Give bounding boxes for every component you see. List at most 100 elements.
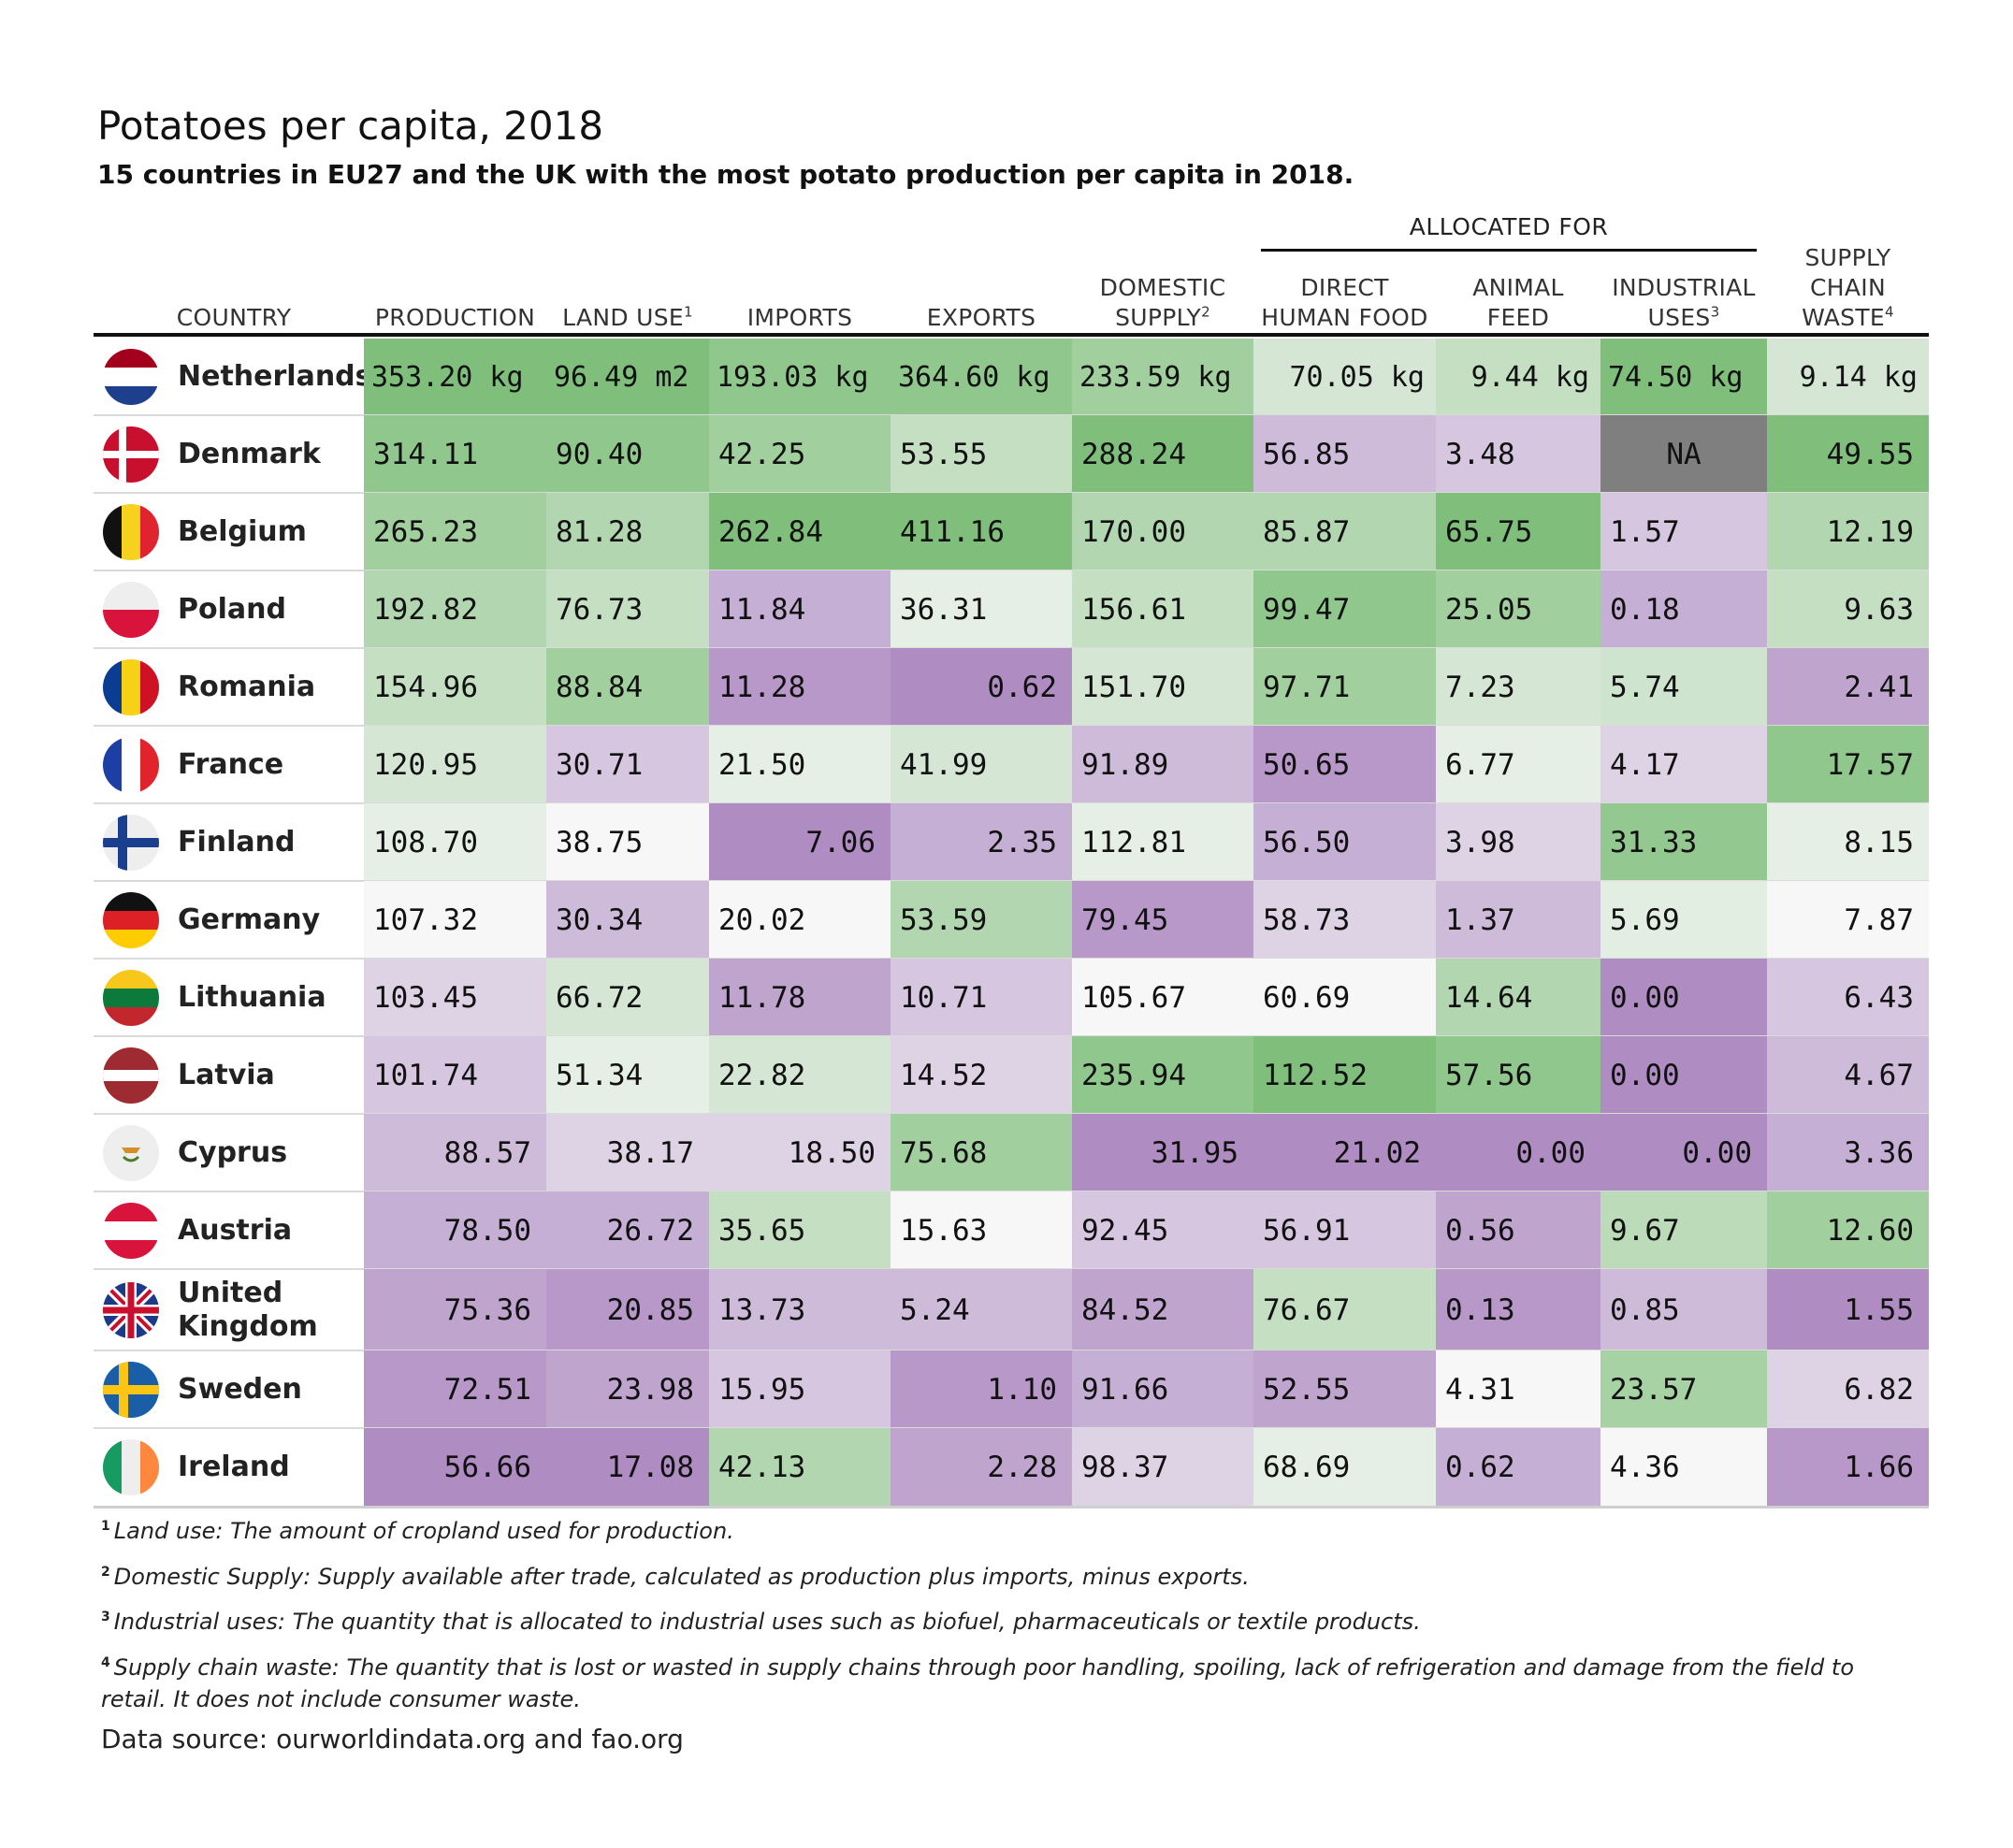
header-direct-human-food: DIRECT HUMAN FOOD bbox=[1261, 274, 1428, 331]
country-name: Germany bbox=[178, 902, 321, 936]
country-name: Denmark bbox=[178, 437, 321, 470]
cell-domestic-supply: 112.81 bbox=[1072, 803, 1253, 881]
cell-imports: 42.25 bbox=[709, 415, 891, 493]
cell-direct-human-food: 97.71 bbox=[1253, 648, 1436, 726]
country-name: Latvia bbox=[178, 1058, 275, 1091]
cell-supply-chain-waste: 9.63 bbox=[1767, 570, 1929, 648]
footnote-3: 3 Industrial uses: The quantity that is a… bbox=[101, 1601, 1906, 1638]
cell-animal-feed: 65.75 bbox=[1436, 493, 1600, 570]
cell-industrial-uses: 0.00 bbox=[1600, 959, 1767, 1036]
cell-domestic-supply: 91.66 bbox=[1072, 1350, 1253, 1428]
cell-land-use: 51.34 bbox=[546, 1036, 709, 1114]
cell-exports: 75.68 bbox=[891, 1114, 1072, 1191]
cell-industrial-uses: 5.74 bbox=[1600, 648, 1767, 726]
cell-exports: 15.63 bbox=[891, 1191, 1072, 1269]
cell-production: 120.95 bbox=[364, 726, 546, 803]
flag-finland-icon bbox=[103, 814, 159, 871]
cell-production: 314.11 bbox=[364, 415, 546, 493]
footnote-mark: 2 bbox=[101, 1565, 110, 1580]
cell-animal-feed: 25.05 bbox=[1436, 570, 1600, 648]
footnote-4: 4 Supply chain waste: The quantity that i… bbox=[101, 1647, 1906, 1715]
cell-animal-feed: 9.44 kg bbox=[1436, 339, 1600, 415]
cell-industrial-uses: 5.69 bbox=[1600, 881, 1767, 959]
flag-sweden-icon bbox=[103, 1361, 159, 1418]
cell-production: 154.96 bbox=[364, 648, 546, 726]
cell-exports: 14.52 bbox=[891, 1036, 1072, 1114]
country-name: Netherlands bbox=[178, 360, 372, 393]
country-name: Sweden bbox=[178, 1372, 302, 1406]
cell-land-use: 38.17 bbox=[546, 1114, 709, 1191]
cell-animal-feed: 7.23 bbox=[1436, 648, 1600, 726]
cell-domestic-supply: 84.52 bbox=[1072, 1269, 1253, 1350]
cell-domestic-supply: 288.24 bbox=[1072, 415, 1253, 493]
cell-land-use: 81.28 bbox=[546, 493, 709, 570]
cell-imports: 262.84 bbox=[709, 493, 891, 570]
country-name: Austria bbox=[178, 1213, 293, 1247]
cell-imports: 15.95 bbox=[709, 1350, 891, 1428]
flag-poland-icon bbox=[103, 581, 159, 638]
cell-industrial-uses: 1.57 bbox=[1600, 493, 1767, 570]
cell-land-use: 30.71 bbox=[546, 726, 709, 803]
cell-exports: 41.99 bbox=[891, 726, 1072, 803]
cell-land-use: 90.40 bbox=[546, 415, 709, 493]
cell-supply-chain-waste: 1.66 bbox=[1767, 1428, 1929, 1506]
cell-imports: 20.02 bbox=[709, 881, 891, 959]
cell-imports: 21.50 bbox=[709, 726, 891, 803]
cell-production: 78.50 bbox=[364, 1191, 546, 1269]
cell-direct-human-food: 21.02 bbox=[1253, 1114, 1436, 1191]
cell-industrial-uses: 4.17 bbox=[1600, 726, 1767, 803]
cell-supply-chain-waste: 1.55 bbox=[1767, 1269, 1929, 1350]
cell-production: 192.82 bbox=[364, 570, 546, 648]
flag-france-icon bbox=[103, 736, 159, 793]
cell-supply-chain-waste: 12.19 bbox=[1767, 493, 1929, 570]
cell-industrial-uses: 0.00 bbox=[1600, 1114, 1767, 1191]
table-bottom-rule bbox=[94, 1506, 1929, 1509]
cell-supply-chain-waste: 4.67 bbox=[1767, 1036, 1929, 1114]
cell-direct-human-food: 56.91 bbox=[1253, 1191, 1436, 1269]
cell-direct-human-food: 52.55 bbox=[1253, 1350, 1436, 1428]
cell-production: 353.20 kg bbox=[364, 339, 546, 415]
country-name: United Kingdom bbox=[178, 1276, 318, 1343]
footnote-2: 2 Domestic Supply: Supply available after… bbox=[101, 1556, 1906, 1593]
cell-supply-chain-waste: 3.36 bbox=[1767, 1114, 1929, 1191]
cell-domestic-supply: 98.37 bbox=[1072, 1428, 1253, 1506]
cell-exports: 53.59 bbox=[891, 881, 1072, 959]
cell-supply-chain-waste: 6.43 bbox=[1767, 959, 1929, 1036]
cell-supply-chain-waste: 49.55 bbox=[1767, 415, 1929, 493]
cell-animal-feed: 4.31 bbox=[1436, 1350, 1600, 1428]
cell-industrial-uses: 31.33 bbox=[1600, 803, 1767, 881]
country-name: Cyprus bbox=[178, 1135, 288, 1169]
cell-direct-human-food: 56.85 bbox=[1253, 415, 1436, 493]
cell-exports: 411.16 bbox=[891, 493, 1072, 570]
cell-imports: 42.13 bbox=[709, 1428, 891, 1506]
cell-exports: 0.62 bbox=[891, 648, 1072, 726]
cell-land-use: 17.08 bbox=[546, 1428, 709, 1506]
cell-production: 103.45 bbox=[364, 959, 546, 1036]
cell-land-use: 66.72 bbox=[546, 959, 709, 1036]
header-exports: EXPORTS bbox=[926, 304, 1036, 331]
footnote-text: Land use: The amount of cropland used fo… bbox=[113, 1518, 734, 1544]
cell-direct-human-food: 60.69 bbox=[1253, 959, 1436, 1036]
country-name: Belgium bbox=[178, 514, 307, 548]
cell-land-use: 26.72 bbox=[546, 1191, 709, 1269]
cell-industrial-uses: NA bbox=[1600, 415, 1767, 493]
header-domestic-supply: DOMESTIC SUPPLY2 bbox=[1099, 274, 1226, 331]
cell-industrial-uses: 23.57 bbox=[1600, 1350, 1767, 1428]
cell-domestic-supply: 105.67 bbox=[1072, 959, 1253, 1036]
cell-domestic-supply: 92.45 bbox=[1072, 1191, 1253, 1269]
cell-exports: 53.55 bbox=[891, 415, 1072, 493]
cell-direct-human-food: 50.65 bbox=[1253, 726, 1436, 803]
cell-supply-chain-waste: 8.15 bbox=[1767, 803, 1929, 881]
cell-domestic-supply: 79.45 bbox=[1072, 881, 1253, 959]
cell-imports: 11.28 bbox=[709, 648, 891, 726]
cell-animal-feed: 0.56 bbox=[1436, 1191, 1600, 1269]
footnote-text: Industrial uses: The quantity that is al… bbox=[113, 1609, 1421, 1635]
flag-lithuania-icon bbox=[103, 969, 159, 1026]
footnote-mark: 4 bbox=[101, 1655, 110, 1670]
cell-imports: 11.84 bbox=[709, 570, 891, 648]
cell-imports: 35.65 bbox=[709, 1191, 891, 1269]
cell-industrial-uses: 4.36 bbox=[1600, 1428, 1767, 1506]
cell-exports: 364.60 kg bbox=[891, 339, 1072, 415]
chart-subtitle: 15 countries in EU27 and the UK with the… bbox=[97, 159, 1354, 190]
